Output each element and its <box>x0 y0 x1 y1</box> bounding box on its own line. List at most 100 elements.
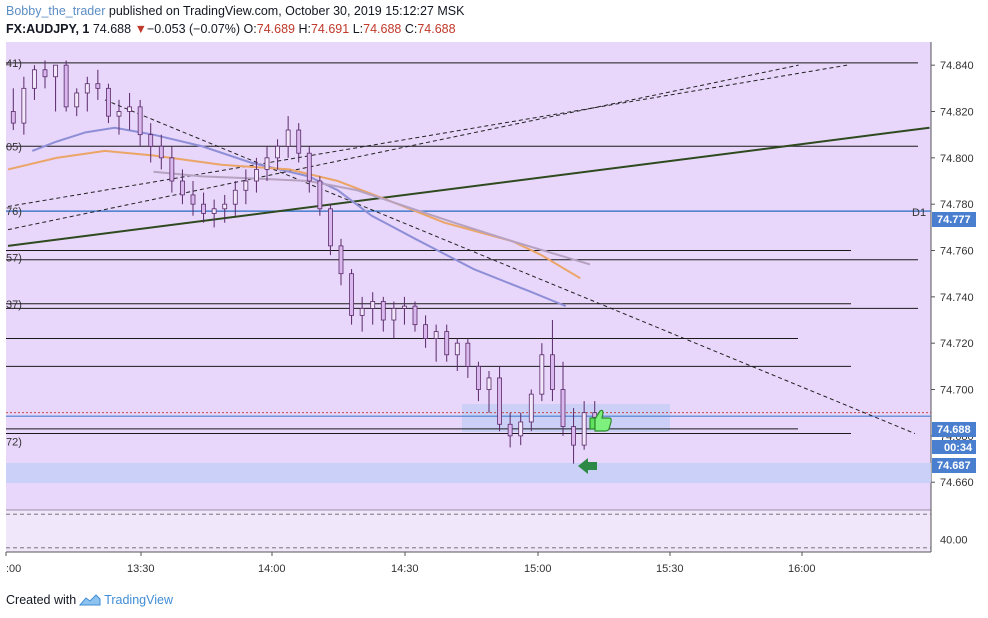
candle <box>444 324 450 362</box>
candle-body <box>433 331 439 339</box>
d1-tag: D1 74.777 <box>912 207 976 227</box>
candle-body <box>222 203 228 210</box>
candle-body <box>285 129 291 147</box>
left-level-label: 57) <box>6 252 22 264</box>
price-tick-label: 74.820 <box>940 107 974 119</box>
candle-body <box>402 305 407 309</box>
time-tick-label: 16:00 <box>788 563 816 575</box>
candle <box>169 146 175 193</box>
open-label: O: <box>243 22 257 36</box>
descending-dashed-trendline <box>104 99 916 435</box>
candle <box>106 83 111 124</box>
change-value: −0.053 (−0.07%) <box>146 22 241 36</box>
candle-body <box>338 245 344 275</box>
candle-body <box>454 342 460 356</box>
candle-body <box>528 393 534 423</box>
d1-price-label: 74.777 <box>937 214 971 226</box>
candle <box>53 64 58 112</box>
candle-body <box>264 157 270 170</box>
candle-body <box>476 365 481 390</box>
candle <box>42 60 48 89</box>
candle-body <box>359 308 365 316</box>
candle-body <box>306 152 312 182</box>
candle-body <box>53 64 58 78</box>
rsi-tick-label: 40.00 <box>940 534 968 546</box>
high-label: H: <box>298 22 311 36</box>
candle-body <box>380 301 386 321</box>
candle-body <box>201 203 206 214</box>
rsi-panel-bg <box>6 510 931 552</box>
candle-body <box>127 106 132 112</box>
candle <box>222 194 228 223</box>
left-level-label: 05) <box>6 141 22 153</box>
moving-averages <box>7 126 591 308</box>
candle <box>497 366 502 432</box>
candle-body <box>158 145 164 159</box>
candle <box>317 176 323 216</box>
candle <box>84 76 90 112</box>
candle <box>465 338 471 378</box>
last-price-tag: 74.688 00:34 <box>932 422 976 454</box>
candle-body <box>349 273 354 316</box>
candle-body <box>169 157 175 182</box>
candle <box>507 412 513 448</box>
candle <box>518 412 524 446</box>
candle <box>32 65 37 100</box>
time-tick-label: 15:30 <box>656 563 684 575</box>
candle-body <box>507 423 513 437</box>
symbol-info: FX:AUDJPY, 1 74.688 ▼−0.053 (−0.07%) O:7… <box>6 22 456 36</box>
candle-body <box>592 412 598 418</box>
candle-body <box>581 412 587 446</box>
candle-body <box>42 69 48 78</box>
candle-body <box>148 134 154 147</box>
candle <box>306 146 312 193</box>
candle <box>328 204 333 256</box>
svg-text:D1: D1 <box>912 207 926 219</box>
candle <box>423 315 428 348</box>
candle <box>201 192 206 223</box>
price-tick-label: 74.740 <box>940 292 974 304</box>
candle-body <box>74 92 80 108</box>
tradingview-logo-icon[interactable] <box>79 593 101 607</box>
candle <box>412 301 418 332</box>
candle-body <box>10 111 16 124</box>
close-value: 74.688 <box>417 22 456 36</box>
candle <box>285 116 291 158</box>
candle <box>359 296 365 332</box>
candle <box>95 69 101 100</box>
candle <box>581 401 587 450</box>
countdown-label: 00:34 <box>944 442 973 454</box>
trendlines <box>7 64 930 435</box>
symbol-label: FX:AUDJPY, 1 <box>6 22 90 36</box>
candle <box>349 269 354 325</box>
level-price-tag: 74.687 <box>932 458 976 473</box>
support-zone <box>6 463 931 483</box>
price-tick-label: 74.780 <box>940 199 974 211</box>
candle-body <box>190 194 196 205</box>
low-label: L: <box>352 22 364 36</box>
candle <box>180 169 185 205</box>
candle-body <box>539 354 545 395</box>
candle-body <box>95 83 101 89</box>
candle-body <box>391 308 397 321</box>
published-text: published on TradingView.com, October 30… <box>108 4 465 18</box>
candle <box>476 361 481 402</box>
horizontal-levels <box>6 62 931 435</box>
arrow-left-icon <box>578 458 597 474</box>
tradingview-link[interactable]: TradingView <box>104 593 173 607</box>
time-axis[interactable]: :00 13:30 14:00 14:30 15:00 15:30 16:00 <box>5 552 816 575</box>
high-value: 74.691 <box>310 22 350 36</box>
candle-body <box>243 180 249 191</box>
candle <box>148 123 154 163</box>
price-axis[interactable]: 74.840 74.820 74.800 74.780 74.760 74.740 74.7… <box>931 60 974 489</box>
candle-body <box>32 69 37 89</box>
candle <box>232 181 238 216</box>
candle-body <box>328 208 333 247</box>
candle-body <box>296 129 302 154</box>
candle-body <box>550 354 555 390</box>
candle-body <box>560 389 566 427</box>
candle-body <box>232 189 238 205</box>
candle <box>211 199 217 228</box>
author-name[interactable]: Bobby_the_trader <box>6 4 106 18</box>
